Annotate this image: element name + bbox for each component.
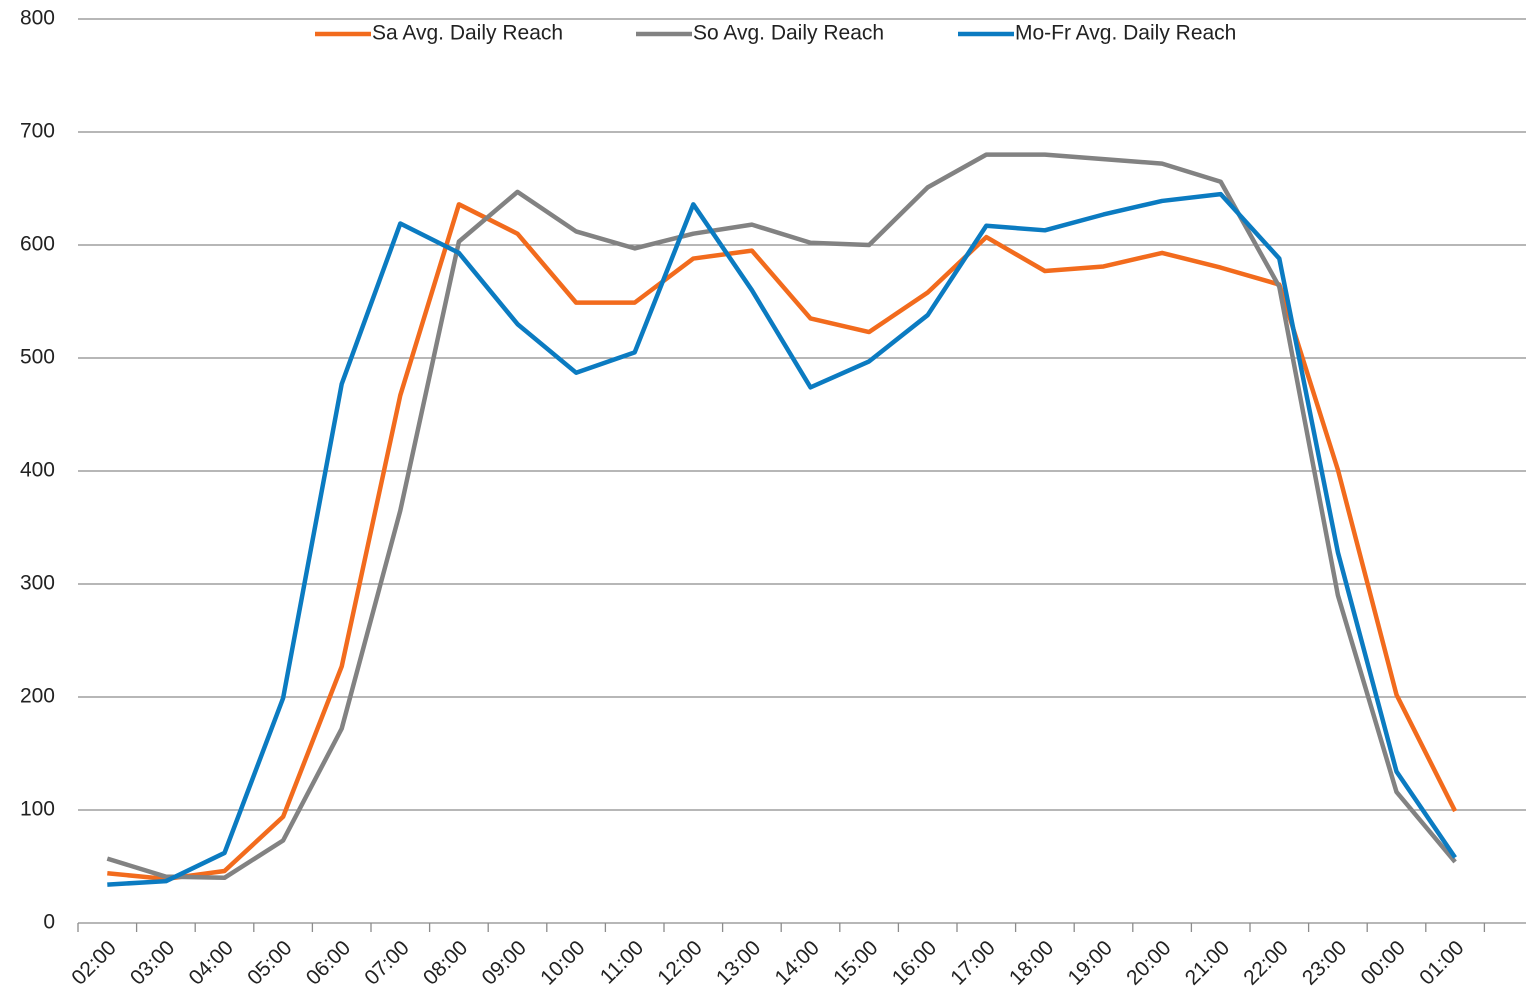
y-tick-label: 400 xyxy=(20,459,55,482)
x-tick-label: 11:00 xyxy=(596,936,648,988)
line-series xyxy=(106,152,1457,881)
y-tick-label: 100 xyxy=(20,798,55,821)
x-tick-label: 10:00 xyxy=(536,936,589,989)
x-tick-label: 05:00 xyxy=(243,936,296,989)
x-tick-label: 17:00 xyxy=(946,936,999,989)
y-tick-label: 700 xyxy=(20,120,55,143)
x-tick-label: 07:00 xyxy=(360,936,413,989)
x-tick-label: 06:00 xyxy=(302,936,355,989)
y-tick-label: 200 xyxy=(20,685,55,708)
x-tick-label: 15:00 xyxy=(829,936,882,989)
x-tick-label: 23:00 xyxy=(1298,936,1351,989)
y-tick-label: 500 xyxy=(20,346,55,369)
x-tick-label: 14:00 xyxy=(771,936,824,989)
y-tick-label: 0 xyxy=(43,911,55,934)
x-tick-label: 03:00 xyxy=(126,936,179,989)
x-tick-label: 01:00 xyxy=(1415,936,1468,989)
x-tick-label: 12:00 xyxy=(653,936,706,989)
x-tick-label: 04:00 xyxy=(185,936,238,989)
x-tick-label: 16:00 xyxy=(888,936,941,989)
x-tick-label: 22:00 xyxy=(1239,936,1292,989)
line-series xyxy=(107,202,1458,882)
legend-label: Sa Avg. Daily Reach xyxy=(372,22,563,45)
line-series xyxy=(107,191,1457,887)
y-tick-label: 300 xyxy=(20,572,55,595)
x-tick-label: 00:00 xyxy=(1357,936,1410,989)
x-tick-label: 19:00 xyxy=(1064,936,1117,989)
x-tick-label: 13:00 xyxy=(712,936,765,989)
x-tick-label: 02:00 xyxy=(67,936,120,989)
x-tick-label: 09:00 xyxy=(478,936,531,989)
legend-label: Mo-Fr Avg. Daily Reach xyxy=(1015,22,1236,45)
y-tick-label: 800 xyxy=(20,7,55,30)
x-tick-label: 21:00 xyxy=(1181,936,1234,989)
legend-label: So Avg. Daily Reach xyxy=(693,22,884,45)
x-tick-label: 20:00 xyxy=(1122,936,1175,989)
x-tick-label: 18:00 xyxy=(1005,936,1058,989)
x-tick-label: 08:00 xyxy=(419,936,472,989)
y-tick-label: 600 xyxy=(20,233,55,256)
